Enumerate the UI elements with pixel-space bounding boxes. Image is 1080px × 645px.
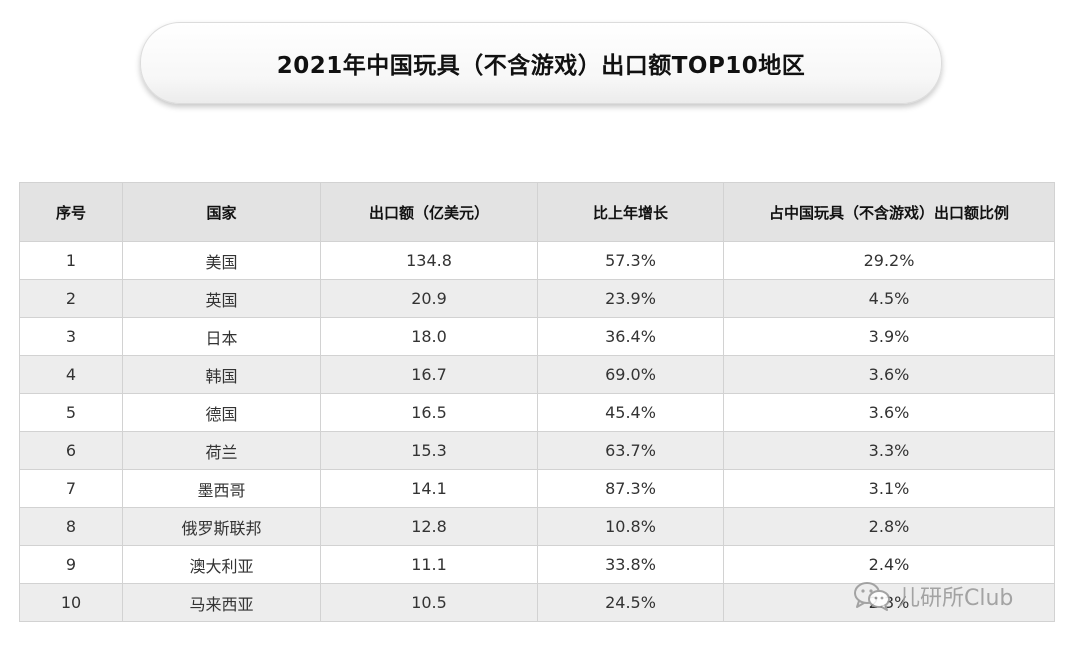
cell-share: 3.1% [723, 469, 1055, 508]
page-title: 2021年中国玩具（不含游戏）出口额TOP10地区 [276, 53, 806, 79]
cell-country: 马来西亚 [122, 583, 321, 622]
table-row: 9 澳大利亚 11.1 33.8% 2.4% [19, 545, 1055, 584]
title-banner: 2021年中国玩具（不含游戏）出口额TOP10地区 [140, 22, 942, 104]
cell-growth: 36.4% [537, 317, 724, 356]
wechat-icon [852, 580, 892, 612]
cell-export-value: 20.9 [320, 279, 538, 318]
header-growth: 比上年增长 [537, 182, 724, 242]
header-rank: 序号 [19, 182, 123, 242]
cell-rank: 6 [19, 431, 123, 470]
cell-export-value: 16.7 [320, 355, 538, 394]
cell-share: 3.6% [723, 393, 1055, 432]
cell-rank: 9 [19, 545, 123, 584]
cell-share: 4.5% [723, 279, 1055, 318]
cell-export-value: 11.1 [320, 545, 538, 584]
cell-country: 美国 [122, 241, 321, 280]
cell-export-value: 15.3 [320, 431, 538, 470]
cell-rank: 3 [19, 317, 123, 356]
cell-share: 29.2% [723, 241, 1055, 280]
cell-country: 德国 [122, 393, 321, 432]
cell-export-value: 14.1 [320, 469, 538, 508]
watermark-text: 儿研所Club [898, 586, 1014, 611]
cell-rank: 1 [19, 241, 123, 280]
cell-export-value: 16.5 [320, 393, 538, 432]
cell-share: 3.3% [723, 431, 1055, 470]
cell-country: 墨西哥 [122, 469, 321, 508]
table-header-row: 序号 国家 出口额（亿美元） 比上年增长 占中国玩具（不含游戏）出口额比例 [19, 182, 1055, 242]
cell-export-value: 134.8 [320, 241, 538, 280]
table-row: 8 俄罗斯联邦 12.8 10.8% 2.8% [19, 507, 1055, 546]
cell-share: 3.9% [723, 317, 1055, 356]
cell-share: 3.6% [723, 355, 1055, 394]
cell-country: 荷兰 [122, 431, 321, 470]
cell-rank: 7 [19, 469, 123, 508]
cell-country: 英国 [122, 279, 321, 318]
cell-rank: 4 [19, 355, 123, 394]
cell-growth: 23.9% [537, 279, 724, 318]
cell-rank: 10 [19, 583, 123, 622]
table-row: 4 韩国 16.7 69.0% 3.6% [19, 355, 1055, 394]
cell-export-value: 12.8 [320, 507, 538, 546]
export-table: 序号 国家 出口额（亿美元） 比上年增长 占中国玩具（不含游戏）出口额比例 1 … [19, 182, 1055, 622]
header-export-value: 出口额（亿美元） [320, 182, 538, 242]
header-share: 占中国玩具（不含游戏）出口额比例 [723, 182, 1055, 242]
cell-growth: 33.8% [537, 545, 724, 584]
cell-growth: 57.3% [537, 241, 724, 280]
cell-export-value: 10.5 [320, 583, 538, 622]
cell-rank: 2 [19, 279, 123, 318]
cell-rank: 8 [19, 507, 123, 546]
table-row: 10 马来西亚 10.5 24.5% 2.3% [19, 583, 1055, 622]
table-row: 1 美国 134.8 57.3% 29.2% [19, 241, 1055, 280]
cell-country: 澳大利亚 [122, 545, 321, 584]
cell-share: 2.8% [723, 507, 1055, 546]
table-row: 3 日本 18.0 36.4% 3.9% [19, 317, 1055, 356]
cell-country: 日本 [122, 317, 321, 356]
table-row: 7 墨西哥 14.1 87.3% 3.1% [19, 469, 1055, 508]
header-country: 国家 [122, 182, 321, 242]
cell-rank: 5 [19, 393, 123, 432]
cell-country: 俄罗斯联邦 [122, 507, 321, 546]
cell-growth: 10.8% [537, 507, 724, 546]
cell-growth: 87.3% [537, 469, 724, 508]
cell-growth: 24.5% [537, 583, 724, 622]
table-row: 6 荷兰 15.3 63.7% 3.3% [19, 431, 1055, 470]
watermark: 儿研所Club [852, 580, 1013, 612]
cell-growth: 45.4% [537, 393, 724, 432]
cell-export-value: 18.0 [320, 317, 538, 356]
table-row: 5 德国 16.5 45.4% 3.6% [19, 393, 1055, 432]
cell-country: 韩国 [122, 355, 321, 394]
cell-share: 2.4% [723, 545, 1055, 584]
table-row: 2 英国 20.9 23.9% 4.5% [19, 279, 1055, 318]
cell-growth: 63.7% [537, 431, 724, 470]
cell-growth: 69.0% [537, 355, 724, 394]
